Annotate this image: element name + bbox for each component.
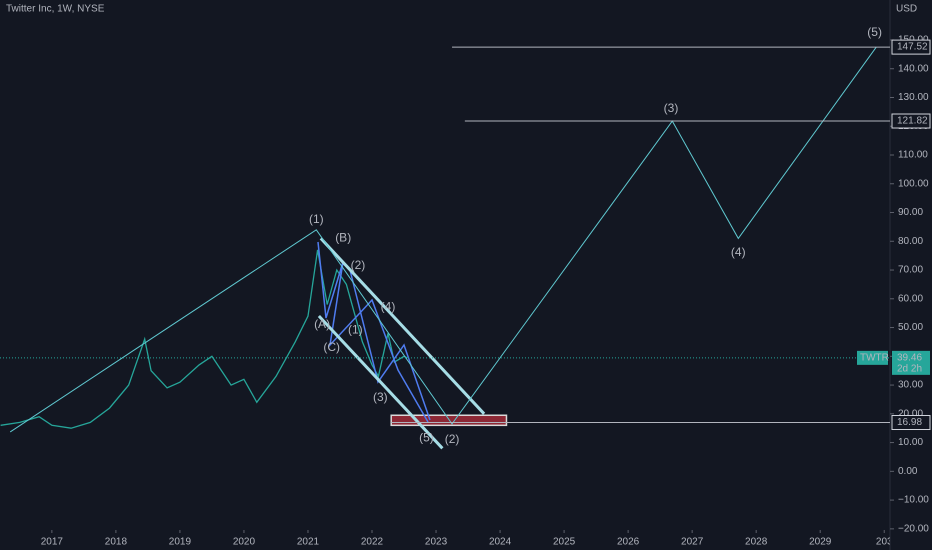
x-tick-label: 2023 bbox=[425, 537, 448, 548]
x-tick-label: 2022 bbox=[361, 537, 384, 548]
price-line bbox=[0, 249, 408, 429]
price-label: 39.46 bbox=[897, 352, 922, 363]
wave-label: (3) bbox=[373, 390, 388, 404]
wave-label: (1) bbox=[309, 212, 324, 226]
y-tick-label: 20.00 bbox=[898, 408, 923, 419]
y-tick-label: 80.00 bbox=[898, 236, 923, 247]
y-tick-label: 110.00 bbox=[898, 150, 928, 161]
x-tick-label: 2017 bbox=[41, 537, 64, 548]
wave-label: (1) bbox=[348, 323, 363, 337]
wave-label: (4) bbox=[381, 300, 396, 314]
y-tick-label: 50.00 bbox=[898, 322, 923, 333]
y-tick-label: 100.00 bbox=[898, 178, 929, 189]
channel-line bbox=[319, 237, 486, 415]
wave-label: (A) bbox=[314, 317, 330, 331]
plot: (1)(B)(2)(A)(C)(1)(4)(3)(5) (2)(3)(4)(5) bbox=[0, 25, 890, 450]
level-label-box bbox=[891, 39, 931, 55]
wave-line bbox=[9, 46, 877, 433]
y-tick-label: 140.00 bbox=[898, 63, 929, 74]
y-tick-label: 60.00 bbox=[898, 293, 923, 304]
currency: USD bbox=[896, 4, 917, 15]
wave-label: (5) bbox=[867, 25, 882, 39]
y-tick-label: 130.00 bbox=[898, 92, 929, 103]
zone bbox=[390, 414, 508, 427]
wave-label: (C) bbox=[323, 340, 340, 354]
wave-label: (3) bbox=[664, 101, 679, 115]
wave-label: (5) bbox=[419, 430, 434, 444]
x-tick-label: 203 bbox=[876, 537, 893, 548]
x-tick-label: 2019 bbox=[169, 537, 192, 548]
ticker-tag bbox=[857, 350, 888, 365]
chart-title: Twitter Inc, 1W, NYSE bbox=[6, 4, 105, 15]
x-tick-label: 2018 bbox=[105, 537, 128, 548]
x-tick-label: 2025 bbox=[553, 537, 576, 548]
level-label: 121.82 bbox=[897, 116, 928, 127]
x-tick-label: 2029 bbox=[809, 537, 832, 548]
level-label-box bbox=[891, 113, 931, 129]
level-label: 147.52 bbox=[897, 42, 928, 53]
y-tick-label: −20.00 bbox=[898, 523, 929, 534]
y-tick-label: 90.00 bbox=[898, 207, 923, 218]
countdown: 2d 2h bbox=[897, 363, 922, 374]
x-tick-label: 2027 bbox=[681, 537, 704, 548]
x-tick-label: 2020 bbox=[233, 537, 256, 548]
x-tick-label: 2024 bbox=[489, 537, 512, 548]
wave-label: (4) bbox=[731, 245, 746, 259]
x-tick-label: 2028 bbox=[745, 537, 768, 548]
x-tick-label: 2026 bbox=[617, 537, 640, 548]
wave-sketch bbox=[317, 241, 431, 423]
level-label-box bbox=[891, 415, 931, 431]
y-tick-label: 30.00 bbox=[898, 380, 923, 391]
y-tick-label: 10.00 bbox=[898, 437, 923, 448]
x-tick-label: 2021 bbox=[297, 537, 320, 548]
y-tick-label: 0.00 bbox=[898, 466, 918, 477]
wave-label: (2) bbox=[445, 432, 460, 446]
channel-line bbox=[317, 314, 444, 450]
ticker-name: TWTR bbox=[860, 352, 889, 363]
y-tick-label: −10.00 bbox=[898, 495, 929, 506]
y-tick-label: 70.00 bbox=[898, 265, 923, 276]
price-tag bbox=[892, 350, 930, 375]
level-label: 16.98 bbox=[897, 417, 922, 428]
wave-label: (2) bbox=[351, 258, 366, 272]
wave-label: (B) bbox=[335, 231, 351, 245]
